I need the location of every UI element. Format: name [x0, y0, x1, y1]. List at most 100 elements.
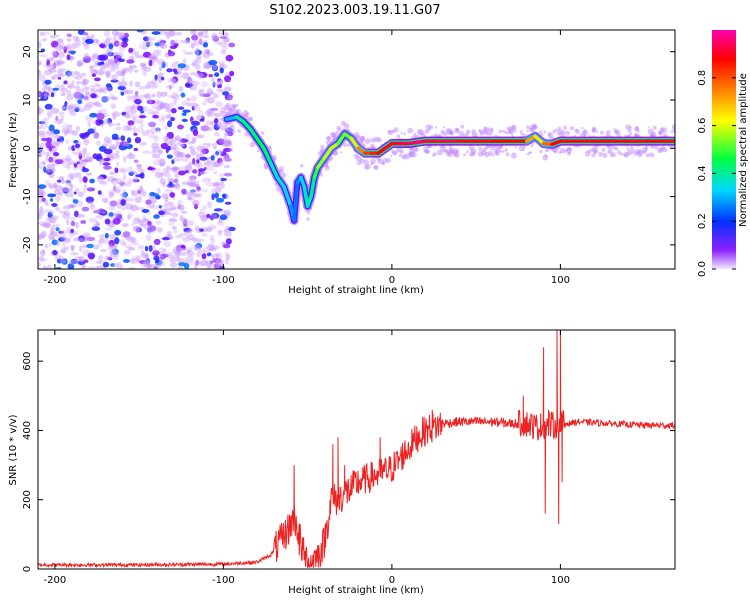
noise-blob [96, 112, 105, 120]
halo-dot [499, 150, 502, 153]
noise-blob [173, 144, 178, 148]
noise-blob [202, 101, 207, 106]
noise-blob [193, 50, 200, 56]
noise-blob [133, 69, 139, 73]
noise-blob [56, 59, 64, 67]
noise-blob [215, 100, 223, 108]
noise-blob [66, 54, 71, 61]
halo-dot [463, 153, 466, 157]
noise-blob [156, 58, 165, 66]
noise-blob [58, 237, 66, 242]
noise-blob [94, 68, 98, 74]
noise-blob [61, 249, 66, 253]
noise-blob [148, 134, 157, 139]
noise-blob [59, 87, 69, 94]
noise-blob [177, 124, 184, 130]
noise-blob [110, 79, 119, 83]
noise-blob [50, 76, 56, 81]
noise-blob [178, 86, 184, 92]
halo-dot [601, 147, 606, 152]
noise-blob [177, 63, 187, 69]
noise-blob [106, 139, 113, 145]
noise-blob [152, 249, 158, 253]
noise-blob [154, 99, 160, 105]
noise-blob [223, 132, 228, 138]
noise-blob [206, 213, 211, 219]
noise-blob [38, 262, 42, 268]
y-tick-label: 400 [22, 421, 33, 440]
x-tick-label: -200 [44, 575, 67, 586]
halo-dot [629, 145, 634, 149]
noise-blob [93, 132, 100, 139]
noise-blob [72, 41, 81, 49]
noise-blob [201, 218, 207, 223]
noise-blob [136, 165, 143, 171]
noise-blob [40, 137, 50, 142]
noise-blob [115, 149, 120, 155]
noise-blob [127, 214, 131, 219]
noise-blob [52, 50, 59, 58]
noise-blob [204, 161, 211, 167]
noise-blob [121, 71, 125, 77]
noise-blob [42, 266, 48, 269]
noise-blob [167, 222, 175, 226]
noise-blob [167, 30, 175, 36]
noise-blob [186, 249, 191, 254]
halo-dot [582, 129, 587, 134]
halo-dot [557, 132, 560, 135]
noise-blob [130, 105, 136, 110]
halo-dot [543, 130, 547, 134]
noise-blob [109, 146, 118, 150]
noise-blob [54, 189, 64, 195]
noise-blob [119, 182, 127, 187]
halo-dot [607, 148, 613, 154]
colorbar-gradient [712, 30, 736, 269]
halo-dot [455, 127, 460, 132]
noise-blob [75, 256, 83, 262]
noise-blob [102, 261, 110, 268]
noise-blob [69, 173, 74, 181]
noise-blob [38, 91, 41, 97]
noise-blob [191, 106, 195, 111]
noise-blob [92, 101, 100, 106]
noise-blob [92, 52, 99, 58]
noise-blob [97, 176, 103, 180]
noise-blob [204, 97, 211, 103]
noise-blob [63, 158, 72, 162]
noise-blob [194, 63, 201, 70]
noise-blob [48, 234, 52, 241]
halo-dot [574, 128, 578, 133]
noise-blob [82, 78, 87, 85]
noise-blob [38, 111, 41, 117]
noise-blob [186, 102, 191, 107]
noise-blob [62, 106, 67, 111]
noise-blob [207, 64, 213, 69]
noise-blob [38, 188, 44, 196]
halo-dot [326, 135, 332, 141]
noise-blob [38, 257, 48, 262]
noise-blob [98, 109, 103, 113]
halo-dot [658, 148, 663, 153]
noise-blob [128, 65, 138, 69]
noise-blob [61, 127, 71, 134]
halo-dot [641, 147, 648, 153]
halo-dot [382, 162, 385, 166]
halo-dot [530, 145, 533, 148]
noise-blob [170, 207, 176, 211]
noise-blob [57, 192, 64, 197]
noise-blob [112, 113, 117, 120]
y-tick-label: 0 [22, 566, 33, 572]
noise-blob [206, 110, 216, 117]
halo-dot [506, 131, 509, 135]
noise-blob [112, 255, 119, 261]
noise-blob [213, 118, 219, 124]
noise-blob [210, 107, 219, 111]
noise-blob [73, 202, 78, 208]
noise-blob [179, 251, 187, 257]
noise-blob [78, 151, 82, 156]
noise-blob [50, 40, 59, 48]
noise-blob [190, 41, 196, 48]
ridge-segment [282, 185, 293, 208]
noise-blob [210, 234, 215, 241]
